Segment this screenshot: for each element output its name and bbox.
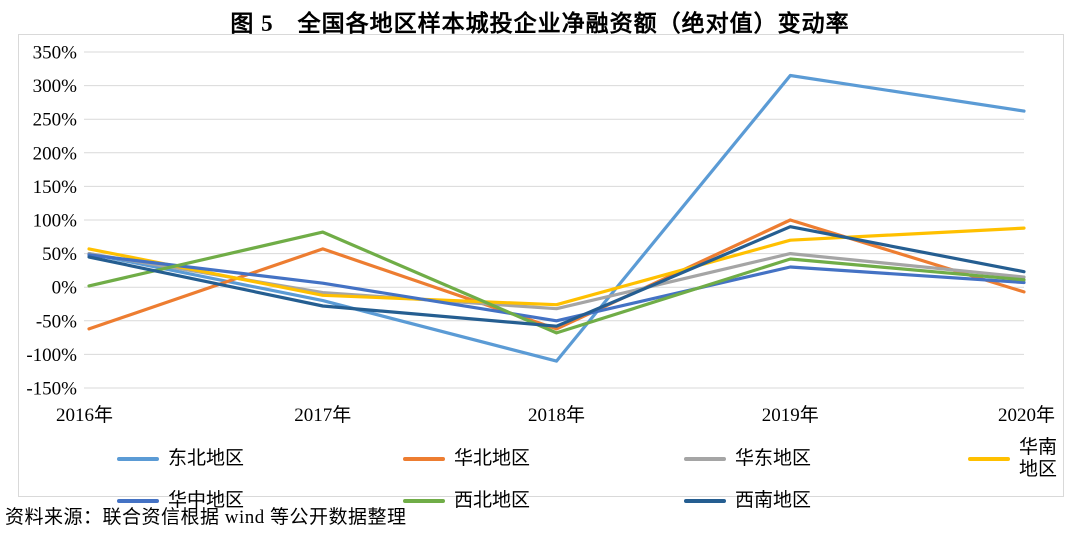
legend-swatch-icon (117, 457, 159, 461)
chart-area: 350% 300% 250% 200% 150% 100% 50% 0% -50% -100% -1… (18, 34, 1064, 511)
legend-swatch-icon (684, 499, 726, 503)
series-line-6 (87, 225, 1026, 328)
x-tick-label: 2016年 (56, 404, 113, 426)
legend-label: 西南地区 (735, 490, 812, 511)
y-tick-label: -100% (26, 345, 77, 366)
legend-label: 华东地区 (735, 448, 812, 469)
y-tick-label: 100% (33, 211, 78, 232)
legend-swatch-icon (403, 457, 445, 461)
gridlines (84, 51, 1024, 389)
source-note: 资料来源：联合资信根据 wind 等公开数据整理 (5, 507, 407, 528)
legend-swatch-icon (968, 457, 1010, 461)
legend-item-1: 华北地区 (403, 437, 684, 481)
chart-title: 图 5 全国各地区样本城投企业净融资额（绝对值）变动率 (230, 11, 850, 36)
series-lines (87, 73, 1026, 363)
y-tick-label: 350% (33, 43, 78, 64)
legend-swatch-icon (117, 499, 159, 503)
legend-swatch-icon (403, 499, 445, 503)
legend-item-5: 西北地区 (403, 490, 684, 512)
legend-label: 华中地区 (168, 490, 245, 511)
y-tick-label: 250% (33, 110, 78, 131)
legend-item-4: 华中地区 (117, 490, 403, 512)
y-tick-label: 0% (52, 278, 78, 299)
series-line-4 (87, 253, 1026, 323)
x-axis-labels: 2016年 2017年 2018年 2019年 2020年 (56, 404, 1055, 426)
x-tick-label: 2020年 (998, 404, 1055, 426)
legend-label: 西北地区 (454, 490, 531, 511)
y-tick-label: -150% (26, 379, 77, 400)
y-axis-labels: 350% 300% 250% 200% 150% 100% 50% 0% -50% -100% -1… (26, 43, 77, 400)
series-line-5 (87, 230, 1026, 335)
legend-label: 华南地区 (1019, 437, 1058, 480)
y-tick-label: -50% (36, 311, 77, 332)
series-line-1 (87, 218, 1026, 331)
x-tick-label: 2018年 (528, 404, 585, 426)
y-tick-label: 300% (33, 76, 78, 97)
legend-item-0: 东北地区 (117, 437, 403, 481)
series-line-3 (87, 226, 1026, 307)
legend-item-6: 西南地区 (684, 490, 968, 512)
legend-swatch-icon (684, 457, 726, 461)
legend-label: 华北地区 (454, 448, 531, 469)
legend-item-2: 华东地区 (684, 437, 968, 481)
x-tick-label: 2019年 (762, 404, 819, 426)
x-tick-label: 2017年 (294, 404, 351, 426)
y-tick-label: 150% (33, 177, 78, 198)
line-plot: 350% 300% 250% 200% 150% 100% 50% 0% -50% -100% -1… (26, 43, 1055, 427)
chart-legend: 东北地区 华北地区 华东地区 华南地区华中地区 西北地区 西南地区 (19, 437, 1063, 512)
legend-item-3: 华南地区 (968, 437, 1063, 481)
series-line-0 (87, 73, 1026, 363)
y-tick-label: 50% (42, 244, 77, 265)
y-tick-label: 200% (33, 143, 78, 164)
legend-label: 东北地区 (168, 448, 245, 469)
